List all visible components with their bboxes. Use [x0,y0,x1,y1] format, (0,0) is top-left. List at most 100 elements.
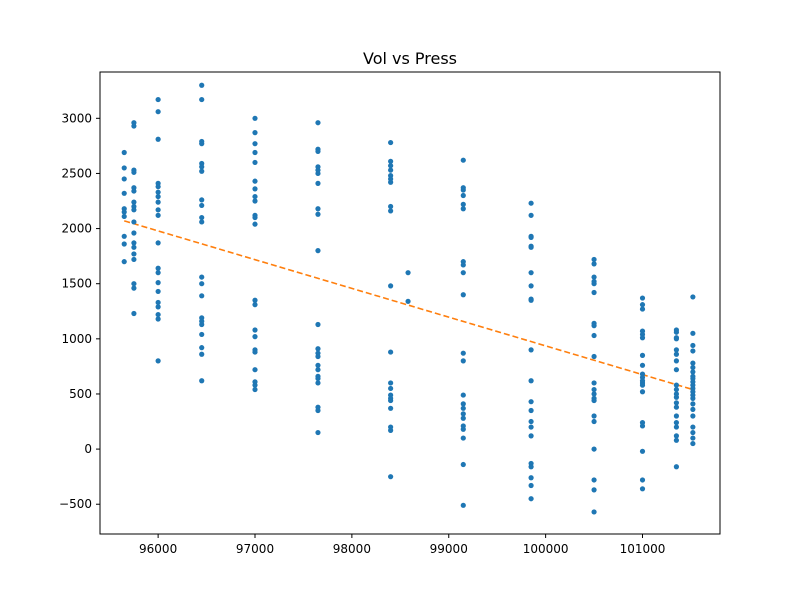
data-point [121,233,127,239]
data-point [315,211,321,217]
data-point [199,281,205,287]
data-point [315,429,321,436]
data-point [639,477,646,483]
data-point [673,386,680,393]
data-point [199,164,205,170]
data-point [591,418,597,425]
data-point [252,221,258,227]
data-point [690,348,696,354]
data-point [252,302,258,308]
y-tick-label: 0 [84,442,92,456]
data-point [252,386,258,393]
data-point [388,139,394,146]
data-point [252,193,258,200]
data-point [673,367,680,373]
data-point [155,199,161,205]
data-point [315,353,321,360]
data-point [121,241,127,247]
data-point [690,294,696,300]
data-point [673,336,680,342]
data-point [460,415,466,421]
data-point [591,353,597,360]
data-point [199,345,205,351]
data-point [460,401,466,407]
data-point [673,420,680,426]
data-point [252,198,258,204]
data-point [639,302,646,308]
data-point [460,392,466,398]
data-point [673,437,680,443]
data-point [121,190,127,196]
data-point [591,509,597,515]
data-point [528,407,534,414]
data-point [690,330,696,336]
y-tick-label: 2500 [61,166,92,180]
data-point [155,358,161,364]
data-point [673,424,680,430]
data-point [155,136,161,142]
x-tick-label: 97000 [236,542,274,556]
data-point [199,293,205,299]
data-point [252,186,258,192]
data-point [673,329,680,335]
data-point [155,184,161,190]
data-point [528,433,534,439]
data-point [252,159,258,166]
data-point [131,123,137,129]
data-point [388,158,394,164]
data-point [460,157,466,163]
data-point [252,149,258,156]
data-point [388,385,394,392]
data-point [315,248,321,254]
data-point [155,96,161,103]
data-point [639,423,646,429]
data-point [199,96,205,103]
data-point [388,380,394,386]
data-point [131,169,137,175]
data-point [131,310,137,317]
y-tick-label: 3000 [61,111,92,125]
trend-line-layer [123,220,694,391]
data-point [131,207,137,213]
data-point [388,203,394,210]
data-point [388,397,394,404]
data-point [528,399,534,405]
data-point [639,362,646,368]
data-point [528,475,534,481]
x-tick-label: 99000 [430,542,468,556]
data-point [388,179,394,185]
data-point [460,461,466,468]
x-tick-label: 101000 [620,542,666,556]
data-point [388,474,394,480]
data-point [591,477,597,483]
data-point [690,364,696,371]
data-point [405,298,411,304]
data-point [155,189,161,195]
data-point [591,380,597,386]
data-point [315,170,321,177]
data-point [199,219,205,225]
data-point [199,197,205,203]
data-point [690,342,696,349]
data-point [252,214,258,221]
data-point [673,347,680,353]
data-point [121,165,127,171]
data-point [252,115,258,121]
data-point [155,316,161,322]
data-point [460,270,466,276]
data-point [528,347,534,353]
data-point [388,208,394,214]
data-point [673,394,680,400]
data-point [690,360,696,366]
data-point [460,350,466,356]
data-point [121,259,127,265]
data-point [673,464,680,470]
data-point [639,335,646,341]
y-tick-label: −500 [59,497,92,511]
data-point [528,283,534,289]
data-point [121,209,127,215]
data-point [252,367,258,373]
y-tick-label: 1500 [61,277,92,291]
data-point [199,274,205,280]
